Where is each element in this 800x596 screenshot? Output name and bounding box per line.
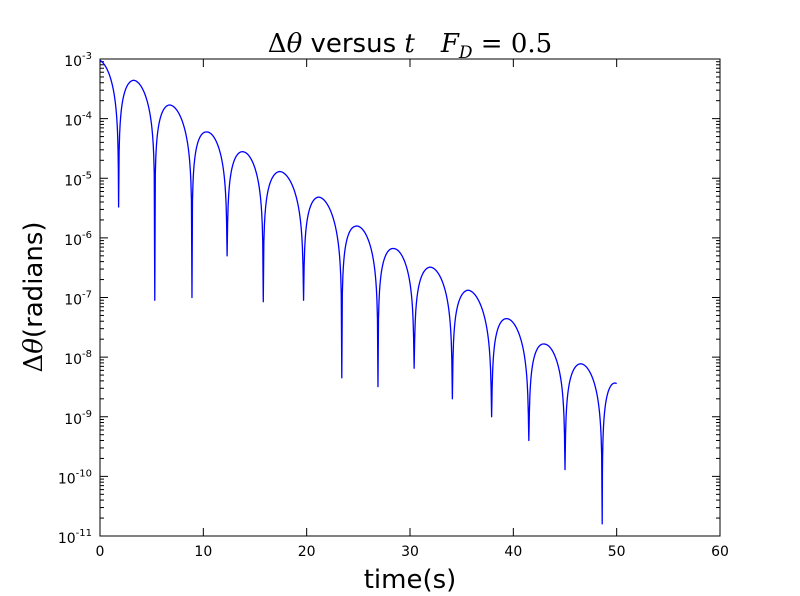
y-tick-label: 10-10 xyxy=(58,468,92,487)
y-tick-label: 10-3 xyxy=(64,51,92,70)
x-tick-label: 50 xyxy=(608,544,626,560)
y-tick-label: 10-5 xyxy=(64,170,92,189)
x-tick-label: 0 xyxy=(96,544,105,560)
title-subscript: D xyxy=(458,43,473,63)
y-tick-label: 10-8 xyxy=(64,349,92,368)
title-F: F xyxy=(440,29,460,59)
title-t: t xyxy=(404,29,415,59)
y-tick-label: 10-6 xyxy=(64,230,92,249)
y-axis-label: Δθ(radians) xyxy=(19,221,49,372)
x-tick-label: 40 xyxy=(504,544,522,560)
chart-title: Δθ versus t FD = 0.5 xyxy=(268,29,552,63)
y-tick-label: 10-9 xyxy=(64,409,92,428)
title-value: = 0.5 xyxy=(473,29,553,59)
y-label-delta: Δ xyxy=(19,354,49,373)
x-tick-label: 10 xyxy=(194,544,212,560)
title-delta: Δ xyxy=(268,29,287,59)
y-tick-label: 10-11 xyxy=(58,528,92,547)
title-theta: θ xyxy=(287,29,303,59)
axis-ticks: 0 10 20 30 40 50 60 10-11 10-10 10-9 10-8 10-7 10-6 1… xyxy=(58,51,729,560)
series-line xyxy=(100,59,618,525)
x-tick-label: 20 xyxy=(298,544,316,560)
y-tick-label: 10-4 xyxy=(64,111,92,130)
plot-frame xyxy=(99,58,721,537)
x-tick-label: 30 xyxy=(401,544,419,560)
title-versus: versus xyxy=(302,29,404,59)
y-tick-label: 10-7 xyxy=(64,290,92,309)
y-label-theta: θ xyxy=(19,338,49,354)
x-tick-label: 60 xyxy=(711,544,729,560)
x-axis-label: time(s) xyxy=(364,565,457,595)
y-label-unit: (radians) xyxy=(19,221,49,338)
